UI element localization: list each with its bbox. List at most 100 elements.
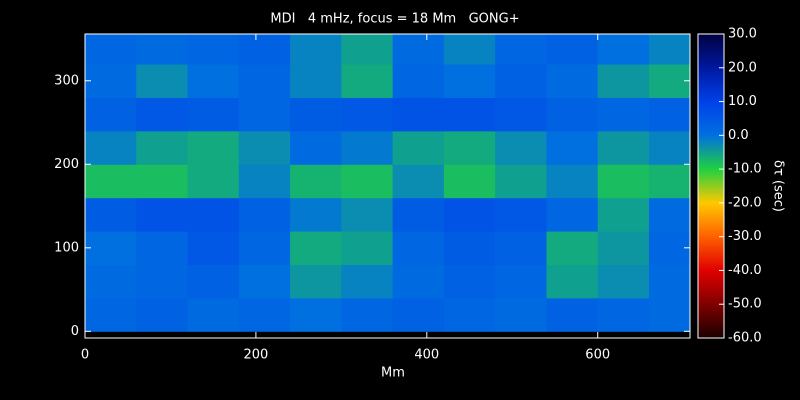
heatmap-cell [546, 297, 599, 332]
heatmap-cell [392, 264, 445, 299]
heatmap-cell [290, 297, 342, 332]
heatmap-cell [290, 231, 342, 266]
heatmap-cell [443, 97, 496, 132]
colorbar-tick-label: -50.0 [728, 297, 762, 312]
heatmap-cell [546, 130, 599, 165]
heatmap-cell [85, 34, 137, 65]
heatmap-cell [136, 164, 189, 199]
heatmap-cell [443, 64, 496, 98]
heatmap-cell [85, 164, 137, 199]
heatmap-cell [546, 231, 599, 266]
heatmap-cell [495, 297, 547, 332]
heatmap-cell [85, 264, 137, 299]
heatmap-cell [136, 34, 189, 65]
heatmap-cell [443, 164, 496, 199]
y-tick-label: 200 [54, 157, 79, 172]
colorbar-tick-label: -30.0 [728, 229, 762, 244]
colorbar [697, 33, 725, 339]
heatmap-cell [85, 197, 137, 232]
heatmap-cell [238, 197, 291, 232]
heatmap-cell [648, 130, 690, 165]
heatmap-cell [597, 97, 650, 132]
heatmap-cell [648, 297, 690, 332]
heatmap-cell [136, 264, 189, 299]
heatmap-cell [495, 130, 547, 165]
heatmap-cell [648, 34, 690, 65]
heatmap-cell [443, 34, 496, 65]
heatmap-cell [238, 164, 291, 199]
heatmap-cell [597, 64, 650, 98]
y-tick-label: 100 [54, 240, 79, 255]
heatmap-cell [136, 197, 189, 232]
heatmap-cell [392, 164, 445, 199]
heatmap-cell [392, 197, 445, 232]
heatmap-cell [238, 97, 291, 132]
heatmap-cell [341, 197, 394, 232]
heatmap-cell [187, 164, 240, 199]
heatmap-cell [597, 34, 650, 65]
heatmap-cell [187, 264, 240, 299]
heatmap-cell [341, 264, 394, 299]
heatmap-cell [495, 231, 547, 266]
heatmap-cell [187, 97, 240, 132]
heatmap-cell [546, 164, 599, 199]
heatmap-cell [136, 297, 189, 332]
heatmap [85, 34, 690, 332]
heatmap-cell [597, 130, 650, 165]
heatmap-cell [648, 64, 690, 98]
colorbar-tick-label: 30.0 [728, 27, 757, 42]
heatmap-cell [187, 34, 240, 65]
colorbar-tick-label: -10.0 [728, 162, 762, 177]
heatmap-cell [546, 64, 599, 98]
colorbar-tick-label: -20.0 [728, 195, 762, 210]
heatmap-cell [341, 34, 394, 65]
colorbar-tick-label: 20.0 [728, 60, 757, 75]
x-tick-label: 400 [414, 348, 439, 363]
heatmap-cell [392, 97, 445, 132]
heatmap-cell [290, 264, 342, 299]
heatmap-cell [443, 264, 496, 299]
x-tick-label: 600 [585, 348, 610, 363]
heatmap-cell [597, 164, 650, 199]
heatmap-cell [443, 130, 496, 165]
heatmap-cell [597, 264, 650, 299]
heatmap-cell [136, 64, 189, 98]
heatmap-cell [290, 164, 342, 199]
heatmap-cell [290, 197, 342, 232]
heatmap-cell [290, 97, 342, 132]
heatmap-cell [443, 231, 496, 266]
colorbar-tick-label: -40.0 [728, 263, 762, 278]
heatmap-cell [648, 197, 690, 232]
heatmap-cell [597, 297, 650, 332]
heatmap-cell [238, 231, 291, 266]
heatmap-cell [546, 264, 599, 299]
heatmap-cell [495, 34, 547, 65]
heatmap-cell [341, 164, 394, 199]
heatmap-cell [187, 231, 240, 266]
heatmap-cell [392, 297, 445, 332]
heatmap-cell [187, 197, 240, 232]
heatmap-cell [290, 64, 342, 98]
heatmap-cell [238, 34, 291, 65]
plot-frame [84, 33, 691, 339]
heatmap-cell [290, 34, 342, 65]
heatmap-cell [392, 231, 445, 266]
colorbar-tick-label: 0.0 [728, 128, 749, 143]
heatmap-cell [187, 297, 240, 332]
heatmap-cell [341, 297, 394, 332]
heatmap-cell [85, 231, 137, 266]
heatmap-cell [85, 297, 137, 332]
heatmap-cell [597, 231, 650, 266]
heatmap-cell [341, 97, 394, 132]
heatmap-cell [392, 34, 445, 65]
heatmap-cell [238, 297, 291, 332]
heatmap-cell [495, 264, 547, 299]
heatmap-cell [187, 130, 240, 165]
heatmap-cell [495, 197, 547, 232]
heatmap-cell [341, 231, 394, 266]
y-tick-label: 300 [54, 73, 79, 88]
x-axis-label: Mm [381, 366, 405, 381]
heatmap-cell [341, 130, 394, 165]
heatmap-cell [443, 197, 496, 232]
